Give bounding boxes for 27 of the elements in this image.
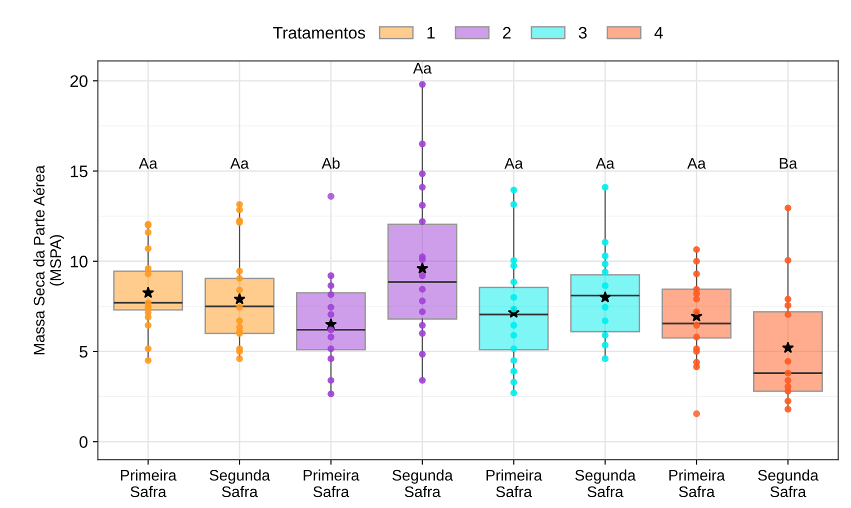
y-tick-label: 0 xyxy=(80,436,88,448)
annotation: Aa xyxy=(504,158,524,169)
annotation: Aa xyxy=(596,158,614,169)
y-tick-label: 5 xyxy=(80,346,88,358)
annotation: Aa xyxy=(230,158,249,169)
legend-label: 3 xyxy=(578,26,587,39)
x-tick-label: Primeira Safra xyxy=(486,469,542,498)
x-tick-label: Segunda Safra xyxy=(210,469,270,498)
x-tick-label: Segunda Safra xyxy=(392,469,453,498)
legend-label: 2 xyxy=(503,26,511,39)
x-tick-label: Primeira Safra xyxy=(120,469,177,498)
annotation: Ba xyxy=(780,158,798,169)
legend-label: 4 xyxy=(654,27,663,39)
legend-title: Tratamentos xyxy=(273,27,366,39)
y-tick-label: 15 xyxy=(70,166,88,178)
annotation: Aa xyxy=(138,158,158,169)
x-tick-label: Segunda Safra xyxy=(758,469,819,498)
y-tick-label: 20 xyxy=(70,75,88,88)
x-tick-label: Segunda Safra xyxy=(575,469,636,498)
annotation: Aa xyxy=(687,158,706,169)
y-tick-label: 10 xyxy=(70,256,88,268)
x-tick-label: Primeira Safra xyxy=(304,469,360,498)
y-axis-title: Massa Seca da Parte Aérea (MSPA) xyxy=(33,165,64,354)
annotation: Aa xyxy=(413,63,432,74)
legend-label: 1 xyxy=(428,27,435,39)
annotation: Ab xyxy=(322,158,340,169)
x-tick-label: Primeira Safra xyxy=(669,469,725,498)
